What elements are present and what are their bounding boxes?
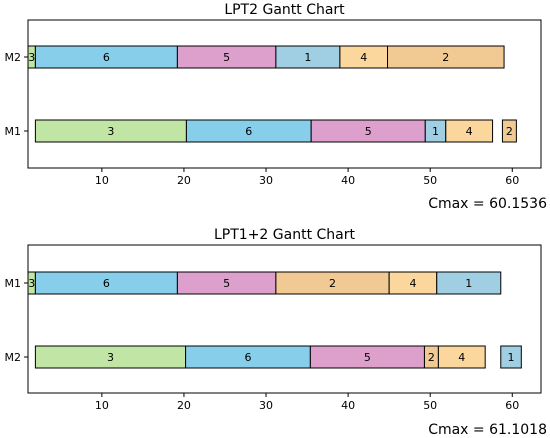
task-label: 4 — [360, 51, 367, 64]
task-label: 3 — [107, 125, 114, 138]
machine-label: M1 — [5, 277, 22, 290]
x-tick-label: 10 — [95, 174, 109, 187]
task-bar — [500, 345, 522, 369]
task-bar — [501, 119, 517, 143]
x-tick-label: 40 — [341, 399, 355, 412]
task-label: 2 — [442, 51, 449, 64]
task-label: 1 — [465, 277, 472, 290]
x-tick-label: 50 — [423, 174, 437, 187]
x-tick-label: 30 — [259, 174, 273, 187]
task-label: 4 — [409, 277, 416, 290]
task-label: 1 — [304, 51, 311, 64]
cmax-label: Cmax = 60.1536 — [428, 196, 547, 212]
task-label: 5 — [365, 125, 372, 138]
task-label: 6 — [103, 277, 110, 290]
task-label: 5 — [364, 351, 371, 364]
task-label: 1 — [508, 351, 515, 364]
task-label: 1 — [432, 125, 439, 138]
chart-title: LPT2 Gantt Chart — [224, 2, 345, 18]
task-label: 3 — [107, 351, 114, 364]
x-tick-label: 10 — [95, 399, 109, 412]
x-tick-label: 20 — [177, 399, 191, 412]
plot-frame — [27, 244, 542, 394]
task-label: 5 — [223, 277, 230, 290]
task-bar — [387, 45, 505, 69]
task-label: 2 — [428, 351, 435, 364]
task-label: 2 — [329, 277, 336, 290]
x-tick-label: 30 — [259, 399, 273, 412]
chart-title: LPT1+2 Gantt Chart — [214, 227, 356, 243]
x-tick-label: 60 — [505, 174, 519, 187]
cmax-label: Cmax = 61.1018 — [428, 422, 547, 438]
x-tick-label: 50 — [423, 399, 437, 412]
x-tick-label: 60 — [505, 399, 519, 412]
task-label: 3 — [28, 51, 35, 64]
task-label: 6 — [244, 351, 251, 364]
machine-label: M2 — [5, 351, 22, 364]
task-bar — [436, 271, 502, 295]
task-label: 4 — [458, 351, 465, 364]
task-label: 3 — [28, 277, 35, 290]
machine-label: M1 — [5, 125, 22, 138]
machine-label: M2 — [5, 51, 22, 64]
plot-frame — [27, 19, 542, 169]
x-tick-label: 40 — [341, 174, 355, 187]
task-bar — [437, 345, 486, 369]
task-label: 6 — [103, 51, 110, 64]
task-label: 4 — [466, 125, 473, 138]
x-tick-label: 20 — [177, 174, 191, 187]
task-label: 2 — [506, 125, 513, 138]
task-bar — [445, 119, 494, 143]
task-label: 6 — [245, 125, 252, 138]
task-label: 5 — [223, 51, 230, 64]
